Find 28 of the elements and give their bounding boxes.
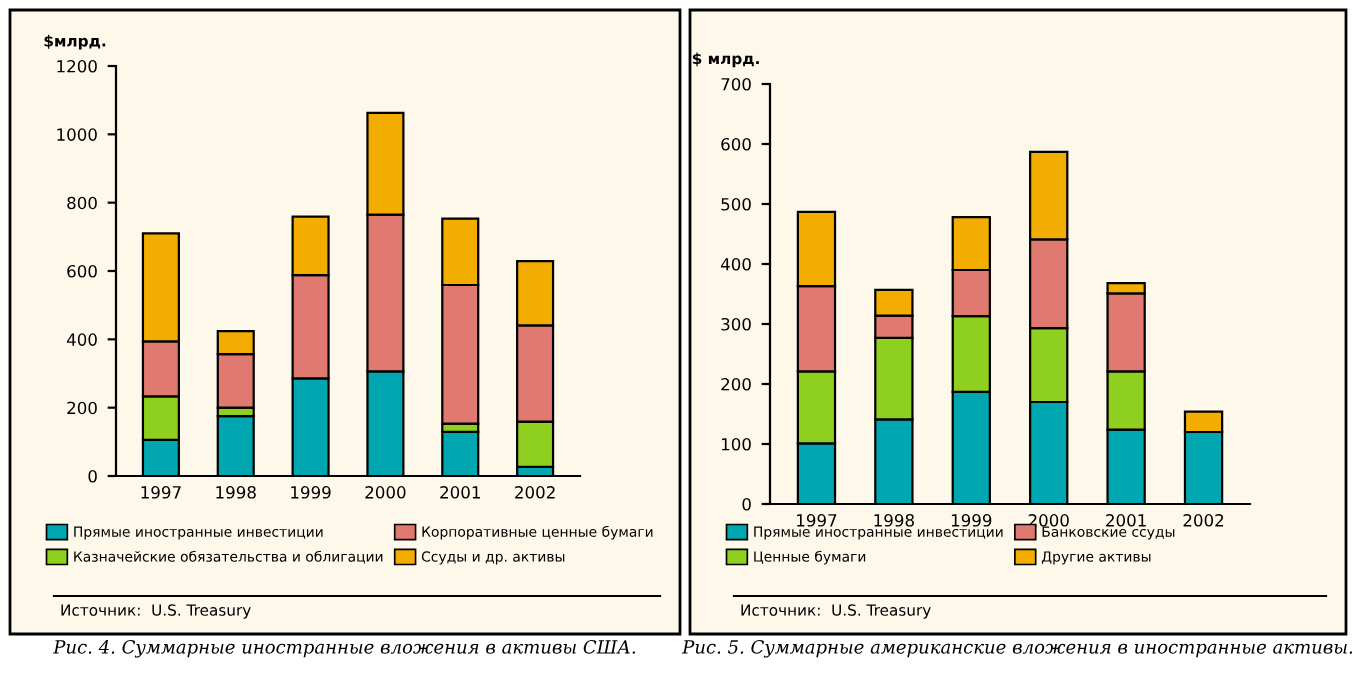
y-tick-label: 1200 [57,59,97,73]
y-tick-label: 600 [67,264,97,278]
x-tick-label: 2001 [440,486,480,499]
x-tick-label: 1997 [141,486,181,499]
x-tick-label: 2002 [515,486,555,499]
x-tick-label: 1997 [797,514,837,527]
y-tick-label: 700 [721,77,751,91]
y-tick-label: 300 [721,317,751,331]
x-tick-label: 1999 [291,486,331,499]
y-tick-label: 200 [67,401,97,415]
y-tick-label: 800 [67,196,97,210]
y-tick-label: 500 [721,197,751,211]
x-tick-label: 2000 [365,486,406,499]
text: Рис. 5. Суммарные американские вложения в иностранные активы. [681,640,1353,658]
y-tick-label: 0 [742,497,751,511]
y-tick-label: 400 [66,333,97,346]
x-tick-label: 2001 [1106,514,1146,527]
x-tick-label: 1998 [216,486,256,499]
x-tick-label: 1998 [874,514,914,527]
y-tick-label: 1000 [57,128,97,141]
y-tick-label: 200 [721,377,751,391]
x-tick-label: 2002 [1183,514,1224,527]
y-tick-label: 100 [721,437,751,451]
y-tick-label: 0 [88,469,97,483]
x-tick-label: 1999 [951,514,992,527]
y-tick-label: 600 [721,137,751,151]
text: Рис. 4. Суммарные иностранные вложения в активы США. [53,640,636,658]
y-tick-label: 400 [720,257,751,271]
